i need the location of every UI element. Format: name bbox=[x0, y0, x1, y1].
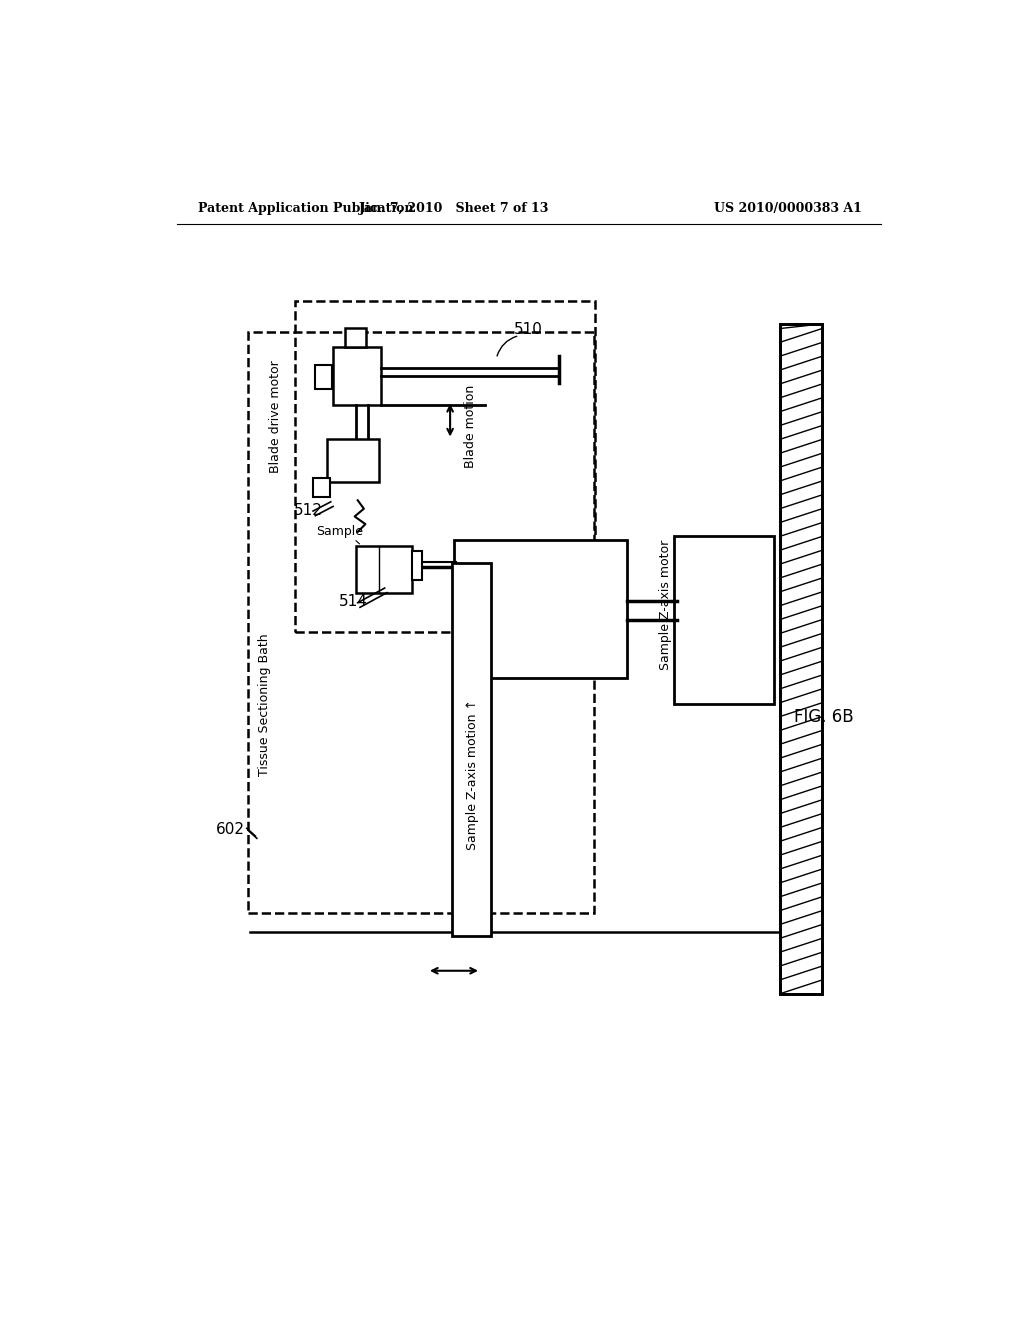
Bar bbox=[453, 562, 490, 936]
Bar bbox=[315, 364, 333, 389]
Bar bbox=[333, 347, 381, 405]
Text: Patent Application Publication: Patent Application Publication bbox=[199, 202, 414, 215]
Bar bbox=[248, 331, 594, 913]
Text: Blade drive motor: Blade drive motor bbox=[269, 360, 282, 473]
Bar bbox=[295, 301, 595, 632]
Text: Jan. 7, 2010   Sheet 7 of 13: Jan. 7, 2010 Sheet 7 of 13 bbox=[358, 202, 549, 215]
Text: Sample Z-axis motion ↑: Sample Z-axis motion ↑ bbox=[466, 698, 479, 850]
Bar bbox=[454, 540, 628, 678]
Text: 514: 514 bbox=[339, 594, 368, 609]
Bar bbox=[313, 478, 330, 498]
Bar bbox=[413, 552, 422, 581]
Text: Blade motion: Blade motion bbox=[465, 384, 477, 469]
Bar bbox=[356, 545, 413, 594]
Text: 510: 510 bbox=[514, 322, 543, 337]
Text: Sample Z-axis motor: Sample Z-axis motor bbox=[659, 540, 672, 671]
Text: 602: 602 bbox=[215, 822, 245, 837]
Text: 512: 512 bbox=[294, 503, 323, 517]
Text: Tissue Sectioning Bath: Tissue Sectioning Bath bbox=[258, 634, 271, 776]
Bar bbox=[345, 327, 367, 347]
Text: US 2010/0000383 A1: US 2010/0000383 A1 bbox=[714, 202, 862, 215]
Text: FIG. 6B: FIG. 6B bbox=[794, 708, 853, 726]
Bar bbox=[779, 323, 822, 994]
Text: Sample: Sample bbox=[316, 525, 364, 539]
Bar bbox=[779, 323, 822, 994]
Bar bbox=[674, 536, 774, 704]
Bar bbox=[327, 440, 379, 482]
